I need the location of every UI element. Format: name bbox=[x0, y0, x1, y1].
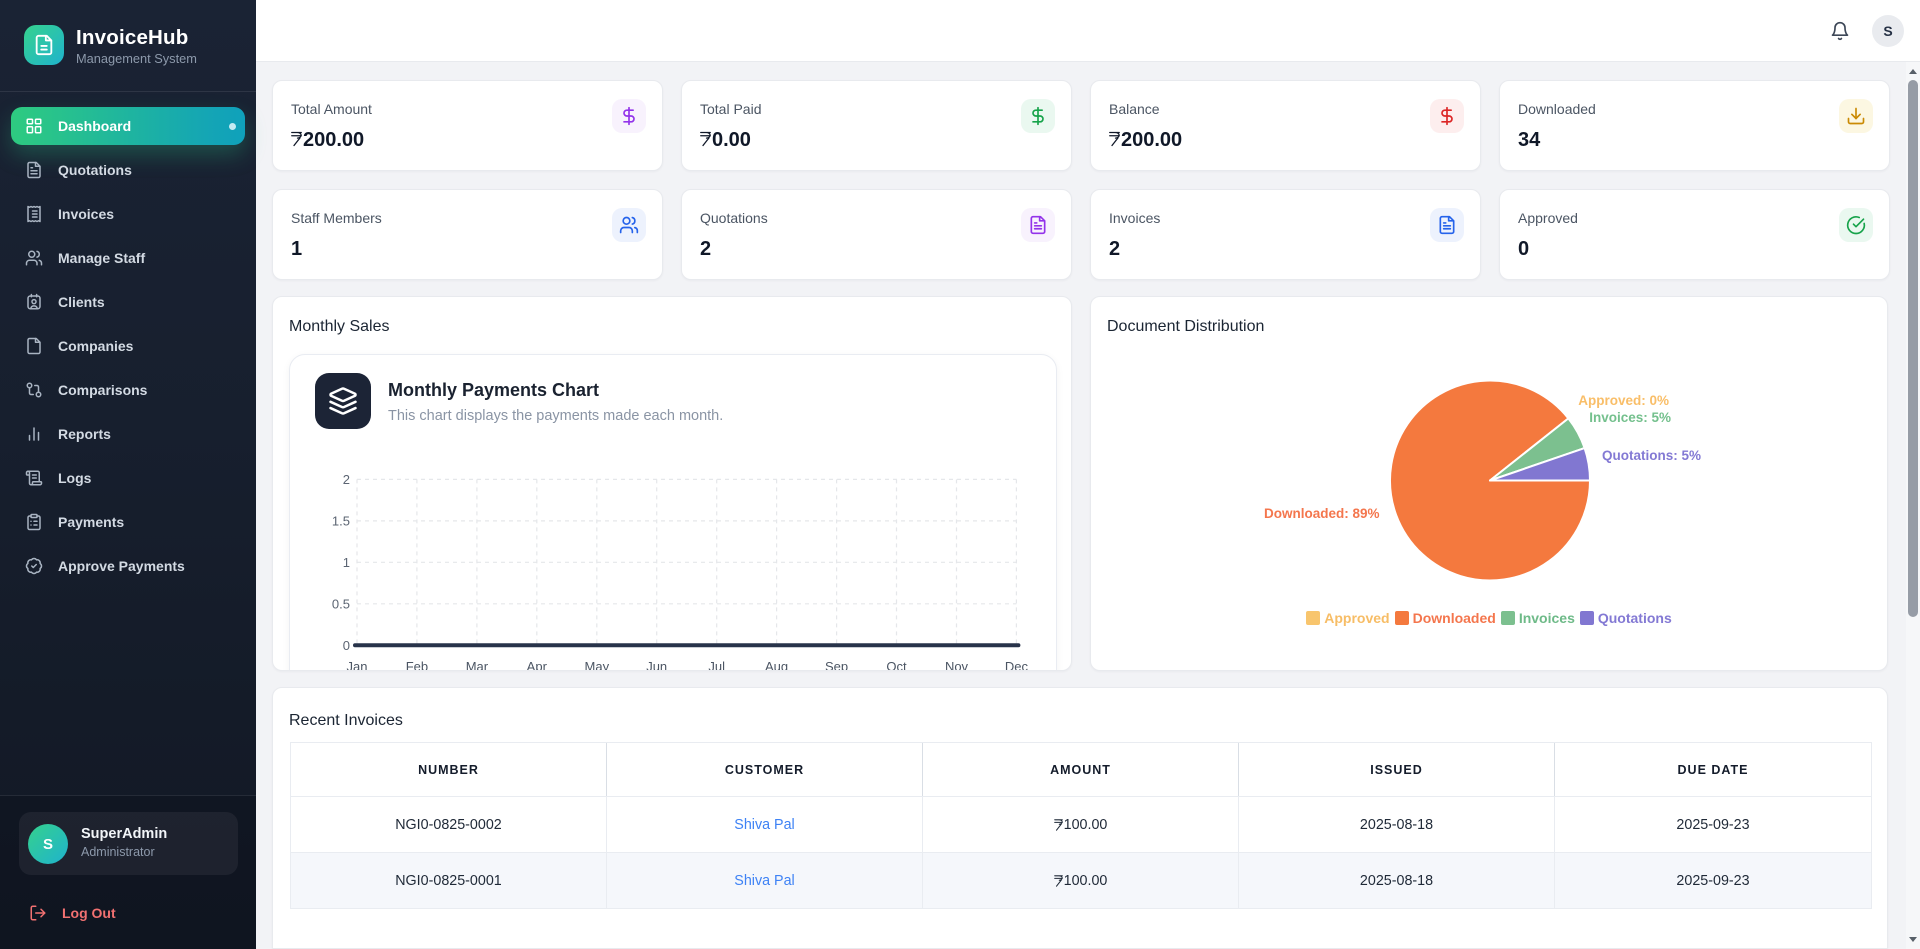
svg-text:Jan: Jan bbox=[347, 659, 368, 671]
svg-text:Sep: Sep bbox=[825, 659, 848, 671]
svg-text:2: 2 bbox=[343, 472, 350, 487]
svg-text:Jun: Jun bbox=[646, 659, 667, 671]
svg-text:Jul: Jul bbox=[708, 659, 725, 671]
svg-text:0: 0 bbox=[343, 638, 350, 653]
svg-text:Aug: Aug bbox=[765, 659, 788, 671]
svg-text:Mar: Mar bbox=[466, 659, 489, 671]
svg-text:Feb: Feb bbox=[406, 659, 428, 671]
svg-text:Dec: Dec bbox=[1005, 659, 1029, 671]
svg-text:1.5: 1.5 bbox=[332, 513, 350, 528]
svg-text:Nov: Nov bbox=[945, 659, 969, 671]
svg-text:1: 1 bbox=[343, 555, 350, 570]
svg-text:Apr: Apr bbox=[527, 659, 548, 671]
svg-text:0.5: 0.5 bbox=[332, 596, 350, 611]
svg-text:May: May bbox=[585, 659, 610, 671]
svg-text:Oct: Oct bbox=[886, 659, 907, 671]
